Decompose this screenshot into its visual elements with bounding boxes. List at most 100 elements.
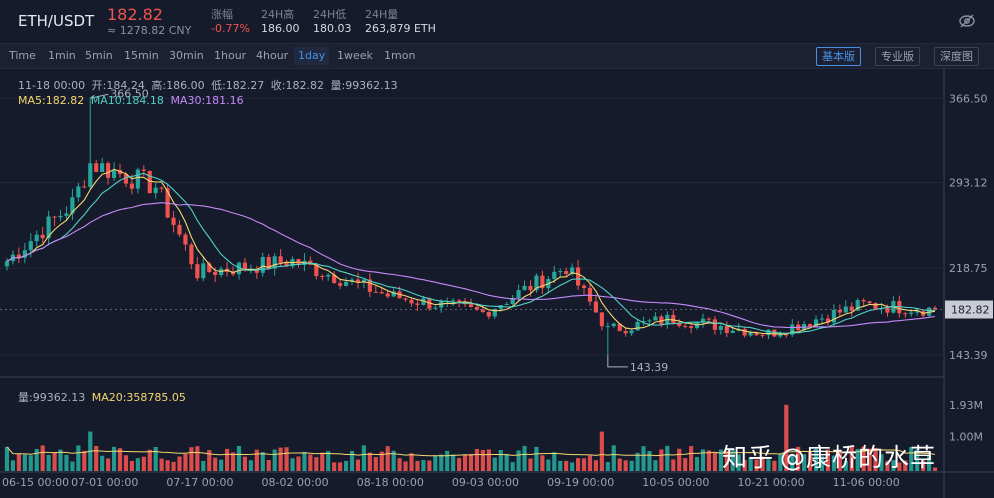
ohlc-low: 低:182.27 bbox=[211, 79, 265, 92]
volume-bar bbox=[570, 462, 575, 471]
stat-value: 263,879 ETH bbox=[365, 22, 436, 35]
volume-bar bbox=[802, 454, 807, 471]
volume-bar bbox=[421, 459, 426, 471]
ma5-line bbox=[6, 168, 936, 335]
candle-body bbox=[915, 311, 920, 313]
stat-value: -0.77% bbox=[211, 22, 250, 35]
current-price-tag-text: 182.82 bbox=[951, 304, 990, 317]
cny-price: ≈ 1278.82 CNY bbox=[107, 24, 192, 37]
candle-body bbox=[909, 312, 914, 314]
candle-body bbox=[825, 318, 831, 323]
volume-bar bbox=[141, 456, 146, 471]
volume-bar bbox=[843, 460, 848, 471]
volume-bar bbox=[100, 455, 105, 471]
candle-body bbox=[540, 275, 545, 289]
tf-1mon[interactable]: 1mon bbox=[384, 49, 416, 62]
candle-body bbox=[534, 275, 539, 291]
volume-bar bbox=[373, 457, 378, 471]
volume-bar bbox=[849, 445, 854, 471]
pro-view-button[interactable]: 专业版 bbox=[875, 47, 920, 66]
high-marker-label: 366.50 bbox=[110, 87, 148, 100]
candle-body bbox=[522, 285, 527, 291]
volume-bar bbox=[528, 458, 533, 471]
volume-bar bbox=[28, 455, 33, 471]
candle-body bbox=[379, 292, 384, 294]
tf-time[interactable]: Time bbox=[9, 49, 36, 62]
volume-bar bbox=[564, 460, 569, 471]
candle-body bbox=[897, 301, 902, 314]
volume-bar bbox=[784, 404, 789, 471]
candle-body bbox=[22, 250, 27, 258]
price-tick-label: 143.39 bbox=[949, 349, 988, 362]
volume-bar bbox=[879, 454, 884, 471]
volume-bar bbox=[659, 449, 664, 471]
volume-bar bbox=[272, 449, 277, 471]
volume-bar bbox=[778, 453, 783, 471]
candle-body bbox=[415, 303, 420, 305]
volume-bar bbox=[391, 450, 396, 471]
volume-bar bbox=[694, 457, 700, 471]
candle-body bbox=[153, 187, 158, 194]
volume-bar bbox=[540, 455, 545, 471]
candle-body bbox=[689, 326, 694, 328]
volume-bar bbox=[343, 460, 349, 471]
tf-1day[interactable]: 1day bbox=[294, 47, 330, 65]
candle-body bbox=[457, 300, 462, 303]
volume-bar bbox=[361, 445, 366, 471]
volume-bar bbox=[819, 456, 825, 471]
tf-5min[interactable]: 5min bbox=[85, 49, 113, 62]
volume-bar bbox=[213, 457, 218, 471]
candlestick-chart[interactable]: 366.50 293.12 218.75 143.39 1.93M 1.00M 366.50… bbox=[0, 69, 994, 498]
candle-body bbox=[433, 307, 438, 309]
volume-bar bbox=[498, 450, 503, 471]
candle-body bbox=[903, 313, 908, 315]
tf-1min[interactable]: 1min bbox=[48, 49, 76, 62]
volume-bar bbox=[837, 450, 842, 471]
tf-30min[interactable]: 30min bbox=[169, 49, 204, 62]
candle-body bbox=[748, 332, 753, 336]
eye-off-icon[interactable] bbox=[958, 12, 976, 30]
volume-bar bbox=[724, 450, 729, 471]
depth-view-button[interactable]: 深度图 bbox=[934, 47, 979, 66]
volume-bar bbox=[599, 431, 604, 471]
candle-body bbox=[653, 316, 658, 321]
grid-lines bbox=[0, 69, 994, 498]
volume-bar bbox=[332, 462, 337, 471]
candle-body bbox=[718, 326, 723, 330]
volume-bar bbox=[159, 458, 164, 471]
volume-bar bbox=[177, 456, 182, 471]
volume-bar bbox=[117, 448, 123, 471]
candle-body bbox=[367, 279, 372, 292]
candle-body bbox=[373, 291, 378, 293]
tf-4hour[interactable]: 4hour bbox=[256, 49, 289, 62]
candle-body bbox=[617, 323, 622, 332]
tf-1hour[interactable]: 1hour bbox=[214, 49, 247, 62]
volume-bar bbox=[427, 460, 432, 471]
tf-1week[interactable]: 1week bbox=[337, 49, 373, 62]
volume-bar bbox=[439, 454, 444, 471]
volume-bar bbox=[290, 458, 295, 471]
volume-bar bbox=[219, 459, 224, 471]
volume-label: 量:99362.13 bbox=[18, 391, 86, 404]
volume-bar bbox=[706, 450, 712, 471]
candle-body bbox=[528, 285, 533, 291]
ma30-label: MA30:181.16 bbox=[170, 94, 244, 107]
high-stat: 24H高 186.00 bbox=[261, 6, 300, 35]
chart-area[interactable]: 366.50 293.12 218.75 143.39 1.93M 1.00M 366.50… bbox=[0, 69, 994, 498]
basic-view-button[interactable]: 基本版 bbox=[816, 47, 861, 66]
tf-15min[interactable]: 15min bbox=[124, 49, 159, 62]
candle-body bbox=[932, 307, 938, 310]
pair-name[interactable]: ETH/USDT bbox=[18, 12, 95, 30]
watermark-text: 知乎 bbox=[722, 443, 775, 472]
volume-bar bbox=[189, 447, 194, 471]
low-marker-label: 143.39 bbox=[630, 361, 669, 374]
candle-body bbox=[605, 326, 610, 328]
volume-tick-label: 1.93M bbox=[949, 399, 983, 412]
candle-body bbox=[558, 271, 563, 273]
ma-readout: MA5:182.82 MA10:184.18 MA30:181.16 bbox=[18, 94, 247, 107]
volume-bar bbox=[10, 460, 16, 471]
volume-bar bbox=[207, 450, 212, 471]
candle-body bbox=[195, 264, 200, 279]
candle-body bbox=[576, 267, 581, 286]
candle-body bbox=[409, 299, 414, 304]
